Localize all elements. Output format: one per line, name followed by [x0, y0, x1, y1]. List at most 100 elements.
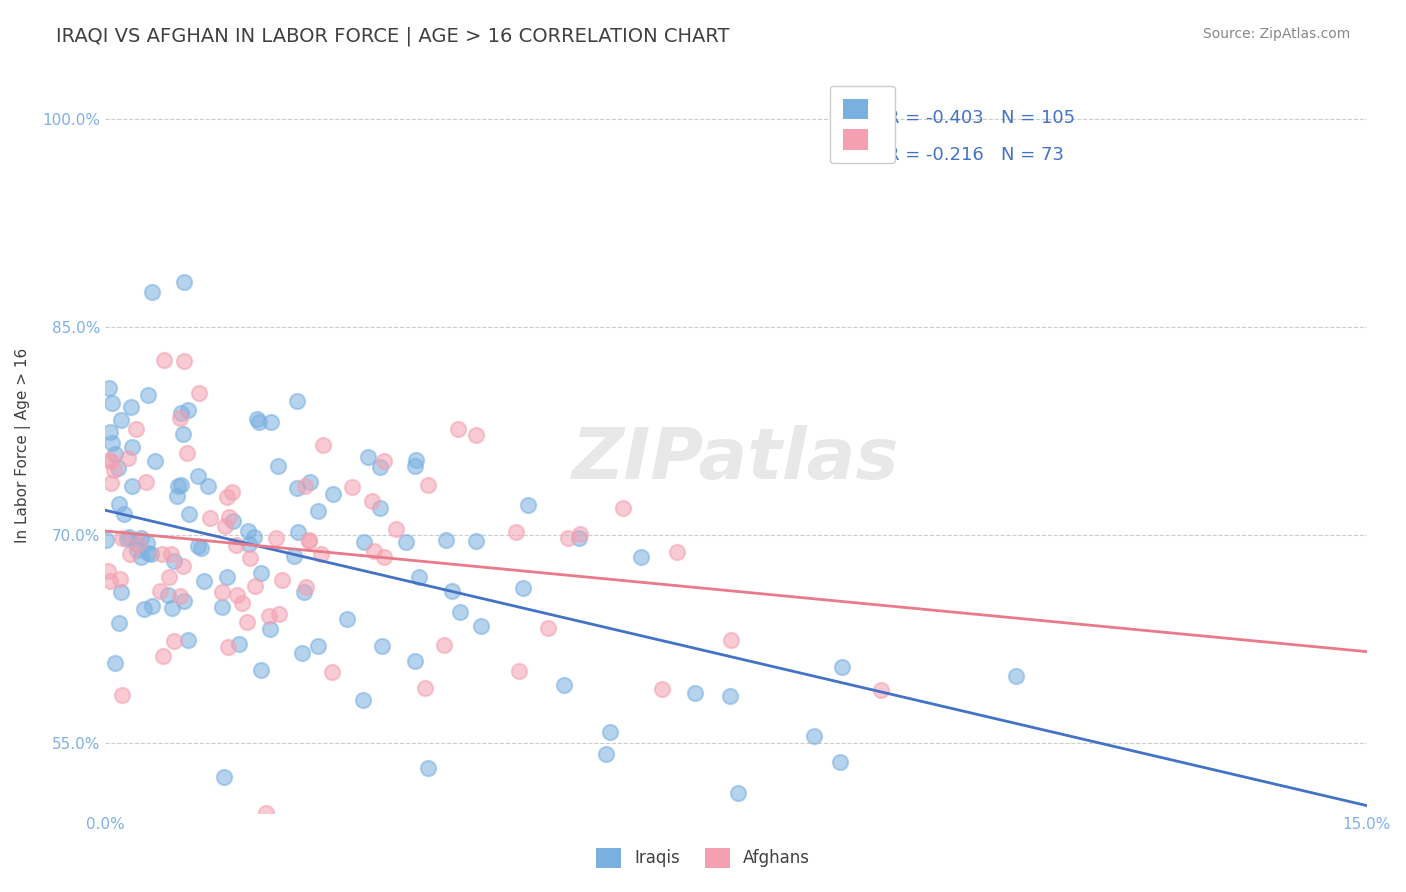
Iraqis — [163, 554, 186, 568]
Iraqis — [104, 657, 127, 671]
Iraqis — [166, 479, 188, 493]
Afghans — [254, 805, 277, 820]
Afghans — [298, 533, 321, 547]
Iraqis — [156, 588, 179, 602]
Afghans — [225, 538, 247, 552]
Iraqis — [141, 599, 163, 614]
Iraqis — [353, 535, 375, 549]
Iraqis — [246, 412, 269, 426]
Afghans — [385, 522, 408, 536]
Afghans — [373, 549, 395, 564]
Iraqis — [100, 395, 122, 409]
Legend: Iraqis, Afghans: Iraqis, Afghans — [589, 841, 817, 875]
Iraqis — [287, 525, 309, 540]
Afghans — [108, 572, 131, 586]
Afghans — [298, 534, 321, 549]
Iraqis — [247, 415, 270, 429]
Text: Source: ZipAtlas.com: Source: ZipAtlas.com — [1202, 27, 1350, 41]
Afghans — [321, 665, 343, 679]
Afghans — [294, 478, 316, 492]
Afghans — [117, 451, 139, 466]
Iraqis — [139, 547, 162, 561]
Iraqis — [222, 514, 245, 528]
Legend: , : , — [830, 86, 894, 163]
Afghans — [225, 588, 247, 602]
Afghans — [312, 438, 335, 452]
Iraqis — [718, 689, 741, 703]
Afghans — [363, 544, 385, 558]
Iraqis — [727, 786, 749, 800]
Afghans — [163, 633, 186, 648]
Iraqis — [187, 540, 209, 554]
Iraqis — [94, 533, 117, 547]
Iraqis — [211, 600, 233, 615]
Afghans — [465, 427, 488, 442]
Iraqis — [177, 632, 200, 647]
Afghans — [257, 608, 280, 623]
Iraqis — [434, 533, 457, 547]
Afghans — [309, 548, 332, 562]
Afghans — [211, 585, 233, 599]
Iraqis — [166, 489, 188, 503]
Iraqis — [357, 450, 380, 465]
Iraqis — [134, 602, 156, 616]
Iraqis — [121, 479, 143, 493]
Afghans — [221, 485, 243, 500]
Iraqis — [136, 536, 159, 550]
Afghans — [120, 548, 142, 562]
Iraqis — [465, 534, 488, 549]
Afghans — [217, 490, 239, 504]
Iraqis — [107, 616, 129, 631]
Afghans — [666, 545, 689, 559]
Afghans — [150, 547, 173, 561]
Iraqis — [831, 660, 853, 674]
Iraqis — [260, 416, 283, 430]
Afghans — [557, 531, 579, 545]
Afghans — [537, 621, 560, 635]
Iraqis — [595, 747, 617, 762]
Iraqis — [228, 636, 250, 650]
Iraqis — [118, 530, 141, 544]
Afghans — [416, 478, 439, 492]
Iraqis — [143, 454, 166, 468]
Afghans — [157, 570, 180, 584]
Afghans — [269, 607, 291, 621]
Afghans — [127, 536, 149, 550]
Afghans — [159, 547, 181, 561]
Iraqis — [179, 507, 201, 521]
Afghans — [447, 422, 470, 436]
Iraqis — [136, 388, 159, 402]
Afghans — [361, 494, 384, 508]
Iraqis — [553, 678, 575, 692]
Iraqis — [187, 469, 209, 483]
Afghans — [214, 519, 236, 533]
Iraqis — [114, 507, 136, 521]
Afghans — [373, 454, 395, 468]
Afghans — [342, 480, 364, 494]
Iraqis — [173, 594, 195, 608]
Afghans — [172, 559, 194, 574]
Afghans — [231, 596, 253, 610]
Afghans — [97, 564, 120, 578]
Text: R = -0.216   N = 73: R = -0.216 N = 73 — [887, 145, 1064, 163]
Afghans — [149, 584, 172, 599]
Afghans — [869, 683, 891, 698]
Afghans — [218, 510, 240, 524]
Afghans — [169, 411, 191, 425]
Text: ZIPatlas: ZIPatlas — [572, 425, 900, 494]
Iraqis — [136, 546, 159, 560]
Text: IRAQI VS AFGHAN IN LABOR FORCE | AGE > 16 CORRELATION CHART: IRAQI VS AFGHAN IN LABOR FORCE | AGE > 1… — [56, 27, 730, 46]
Iraqis — [404, 654, 426, 668]
Iraqis — [141, 285, 163, 300]
Iraqis — [1005, 669, 1028, 683]
Iraqis — [441, 584, 464, 599]
Afghans — [505, 524, 527, 539]
Iraqis — [368, 460, 391, 475]
Iraqis — [283, 549, 305, 563]
Iraqis — [236, 524, 259, 538]
Iraqis — [197, 479, 219, 493]
Iraqis — [803, 729, 825, 743]
Afghans — [415, 681, 437, 695]
Afghans — [169, 589, 191, 603]
Iraqis — [170, 406, 193, 420]
